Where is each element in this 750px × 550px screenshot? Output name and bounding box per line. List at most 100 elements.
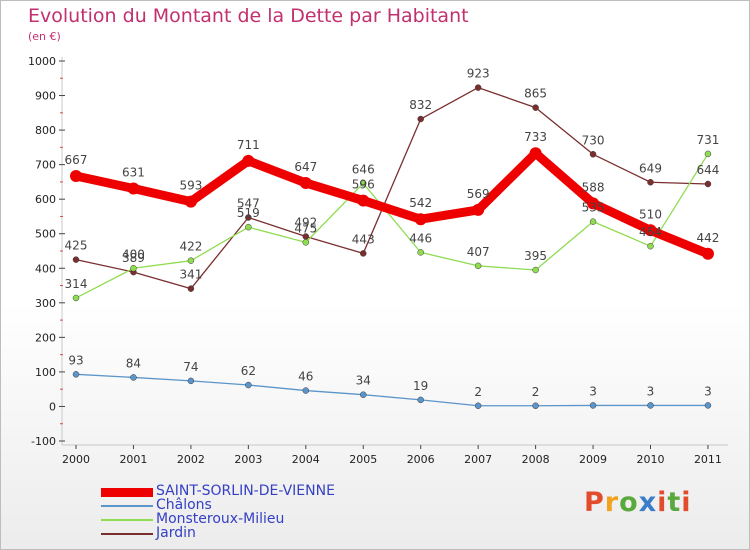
- data-label: 510: [639, 207, 662, 221]
- data-label: 647: [294, 160, 317, 174]
- data-point: [589, 151, 597, 158]
- data-point: [245, 381, 252, 389]
- logo-letter: i: [657, 487, 668, 518]
- legend-label: Châlons: [156, 497, 212, 513]
- x-tick-label: 2001: [119, 453, 147, 466]
- data-label: 731: [696, 133, 719, 147]
- series-line: [71, 148, 713, 259]
- data-point: [417, 396, 424, 404]
- legend-label: SAINT-SORLIN-DE-VIENNE: [156, 483, 335, 499]
- x-tick-label: 2000: [62, 453, 90, 466]
- series-line: [75, 86, 709, 290]
- data-point: [187, 257, 195, 264]
- chart-title: Evolution du Montant de la Dette par Hab…: [28, 5, 469, 27]
- data-label: 588: [582, 180, 605, 194]
- y-tick-label: 700: [35, 159, 56, 172]
- data-label: 667: [65, 153, 88, 167]
- data-point: [360, 250, 367, 257]
- data-point: [589, 218, 597, 225]
- data-point: [187, 377, 195, 385]
- legend-swatch: [101, 505, 153, 507]
- data-point: [70, 170, 82, 183]
- data-point: [647, 242, 654, 250]
- data-label: 3: [704, 384, 712, 398]
- data-point: [532, 104, 539, 111]
- data-label: 596: [352, 178, 375, 192]
- data-point: [701, 247, 714, 260]
- x-tick-label: 2002: [177, 453, 205, 466]
- data-label: 492: [294, 215, 317, 229]
- data-label: 442: [696, 231, 719, 245]
- data-point: [532, 402, 539, 410]
- data-label: 730: [582, 133, 605, 147]
- data-point: [357, 194, 370, 207]
- data-label: 569: [467, 187, 490, 201]
- data-point: [644, 224, 657, 237]
- data-label: 542: [409, 196, 432, 210]
- x-tick-label: 2004: [292, 453, 320, 466]
- series-line: [75, 373, 709, 407]
- logo-letter: t: [667, 487, 682, 518]
- x-tick-label: 2008: [522, 453, 550, 466]
- data-label: 3: [647, 384, 655, 398]
- data-point: [474, 262, 482, 270]
- y-tick-label: 100: [35, 366, 56, 379]
- x-tick-label: 2005: [349, 453, 377, 466]
- data-point: [299, 176, 312, 189]
- y-tick-label: 900: [35, 90, 56, 103]
- data-label: 464: [639, 225, 662, 239]
- data-label: 74: [183, 360, 198, 374]
- data-point: [532, 266, 539, 274]
- x-tick-label: 2009: [579, 453, 607, 466]
- data-point: [187, 285, 195, 292]
- x-tick-label: 2006: [407, 453, 435, 466]
- data-point: [474, 84, 482, 91]
- data-point: [589, 402, 597, 409]
- data-label: 395: [524, 249, 547, 263]
- data-label: 2: [532, 385, 540, 399]
- logo-letter: x: [638, 487, 658, 518]
- y-tick-label: 0: [49, 400, 56, 413]
- data-point: [242, 154, 255, 167]
- data-point: [72, 371, 80, 378]
- data-label: 34: [356, 374, 371, 388]
- data-point: [360, 391, 367, 398]
- data-point: [184, 195, 197, 208]
- data-point: [417, 115, 424, 123]
- data-point: [245, 223, 252, 231]
- y-tick-label: 800: [35, 124, 56, 137]
- data-point: [72, 294, 80, 302]
- data-label: 475: [294, 221, 317, 235]
- data-point: [72, 256, 80, 263]
- data-point: [417, 249, 424, 256]
- data-label: 519: [237, 206, 260, 220]
- data-point: [302, 387, 310, 394]
- legend-swatch: [101, 519, 153, 521]
- data-label: 865: [524, 87, 547, 101]
- x-tick-label: 2010: [637, 453, 665, 466]
- data-label: 646: [352, 162, 375, 176]
- data-label: 593: [179, 179, 202, 193]
- logo-letter: r: [604, 487, 620, 518]
- data-label: 2: [474, 385, 482, 399]
- data-label: 3: [589, 384, 597, 398]
- legend-swatch: [101, 488, 153, 497]
- y-tick-label: 1000: [28, 55, 56, 68]
- data-label: 644: [696, 163, 719, 177]
- data-point: [302, 239, 310, 246]
- data-label: 314: [65, 277, 88, 291]
- data-label: 832: [409, 98, 432, 112]
- data-point: [529, 147, 542, 160]
- data-label: 631: [122, 165, 145, 179]
- y-tick-label: 600: [35, 193, 56, 206]
- data-point: [245, 214, 252, 221]
- y-tick-label: 300: [35, 297, 56, 310]
- data-label: 19: [413, 379, 428, 393]
- logo-letter: i: [681, 487, 692, 518]
- data-label: 422: [179, 240, 202, 254]
- data-label: 923: [467, 67, 490, 81]
- data-label: 425: [65, 239, 88, 253]
- x-tick-label: 2007: [464, 453, 492, 466]
